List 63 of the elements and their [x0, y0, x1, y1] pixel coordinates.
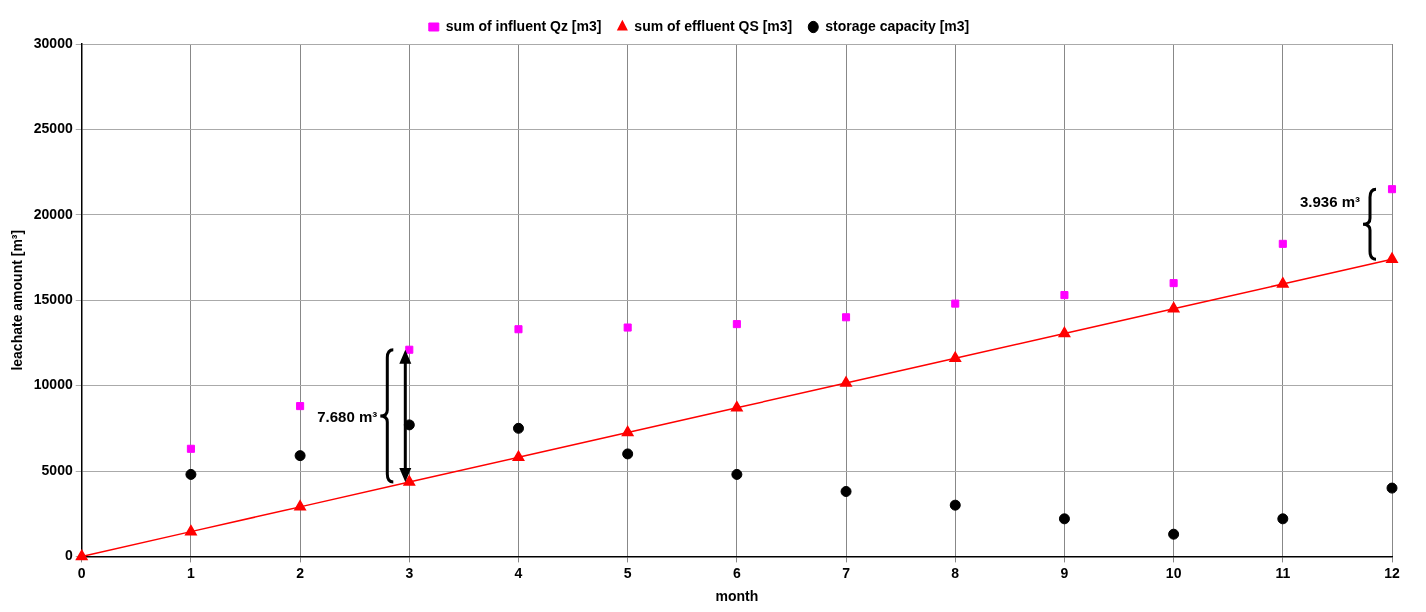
- annotation: 7.680 m³: [317, 407, 378, 425]
- x-axis-title: month: [715, 588, 759, 605]
- point: [951, 299, 960, 308]
- point: [840, 486, 852, 497]
- y-tick-label: 30000: [33, 34, 73, 51]
- point: [185, 468, 197, 480]
- point: [1277, 513, 1289, 525]
- point: [1167, 301, 1180, 313]
- point: [840, 376, 852, 387]
- point: [949, 499, 961, 511]
- point: [294, 450, 306, 462]
- x-tick-label: 10: [1165, 564, 1182, 581]
- y-tick-label: 10000: [33, 376, 73, 393]
- point: [731, 468, 743, 480]
- y-tick-label: 20000: [33, 205, 73, 222]
- point: [842, 313, 851, 322]
- x-tick-label: 9: [1060, 564, 1069, 581]
- annotation: 3.936 m³: [1299, 193, 1360, 211]
- legend-label: storage capacity [m3]: [825, 17, 970, 34]
- legend-label: sum of influent Qz [m3]: [445, 17, 602, 34]
- x-tick-label: 5: [623, 564, 632, 581]
- point: [512, 422, 524, 434]
- point: [294, 500, 307, 511]
- x-tick-label: 1: [187, 564, 196, 581]
- legend-label: sum of effluent QS [m3]: [634, 17, 793, 34]
- point: [296, 402, 305, 411]
- point: [1168, 528, 1180, 540]
- y-tick-label: 25000: [33, 120, 73, 137]
- x-tick-label: 2: [296, 564, 305, 581]
- point: [1169, 279, 1178, 288]
- y-tick-label: 5000: [41, 461, 73, 478]
- point: [730, 401, 743, 412]
- point: [514, 325, 523, 334]
- point: [1276, 277, 1289, 288]
- y-tick-label: 0: [64, 547, 73, 564]
- point: [622, 448, 634, 460]
- point: [1058, 326, 1071, 338]
- point: [1386, 252, 1398, 263]
- point: [1278, 239, 1287, 248]
- point: [75, 549, 88, 561]
- point: [1058, 513, 1070, 525]
- y-tick-label: 15000: [33, 291, 73, 308]
- x-tick-label: 4: [514, 564, 523, 581]
- point: [1387, 185, 1397, 194]
- point: [1060, 291, 1069, 300]
- point: [949, 351, 962, 363]
- point: [512, 450, 525, 462]
- x-tick-label: 8: [951, 564, 960, 581]
- x-tick-label: 12: [1384, 564, 1400, 581]
- point: [621, 425, 634, 437]
- point: [184, 524, 197, 536]
- x-tick-label: 0: [77, 564, 86, 581]
- y-axis-title: leachate amount [m³]: [9, 229, 26, 371]
- point: [186, 444, 195, 453]
- x-tick-label: 7: [842, 564, 851, 581]
- x-tick-label: 6: [732, 564, 741, 581]
- point: [732, 320, 741, 329]
- point: [405, 345, 414, 354]
- point: [623, 323, 632, 332]
- point: [1386, 482, 1398, 494]
- x-tick-label: 11: [1275, 564, 1291, 581]
- x-tick-label: 3: [405, 564, 414, 581]
- point: [403, 475, 416, 486]
